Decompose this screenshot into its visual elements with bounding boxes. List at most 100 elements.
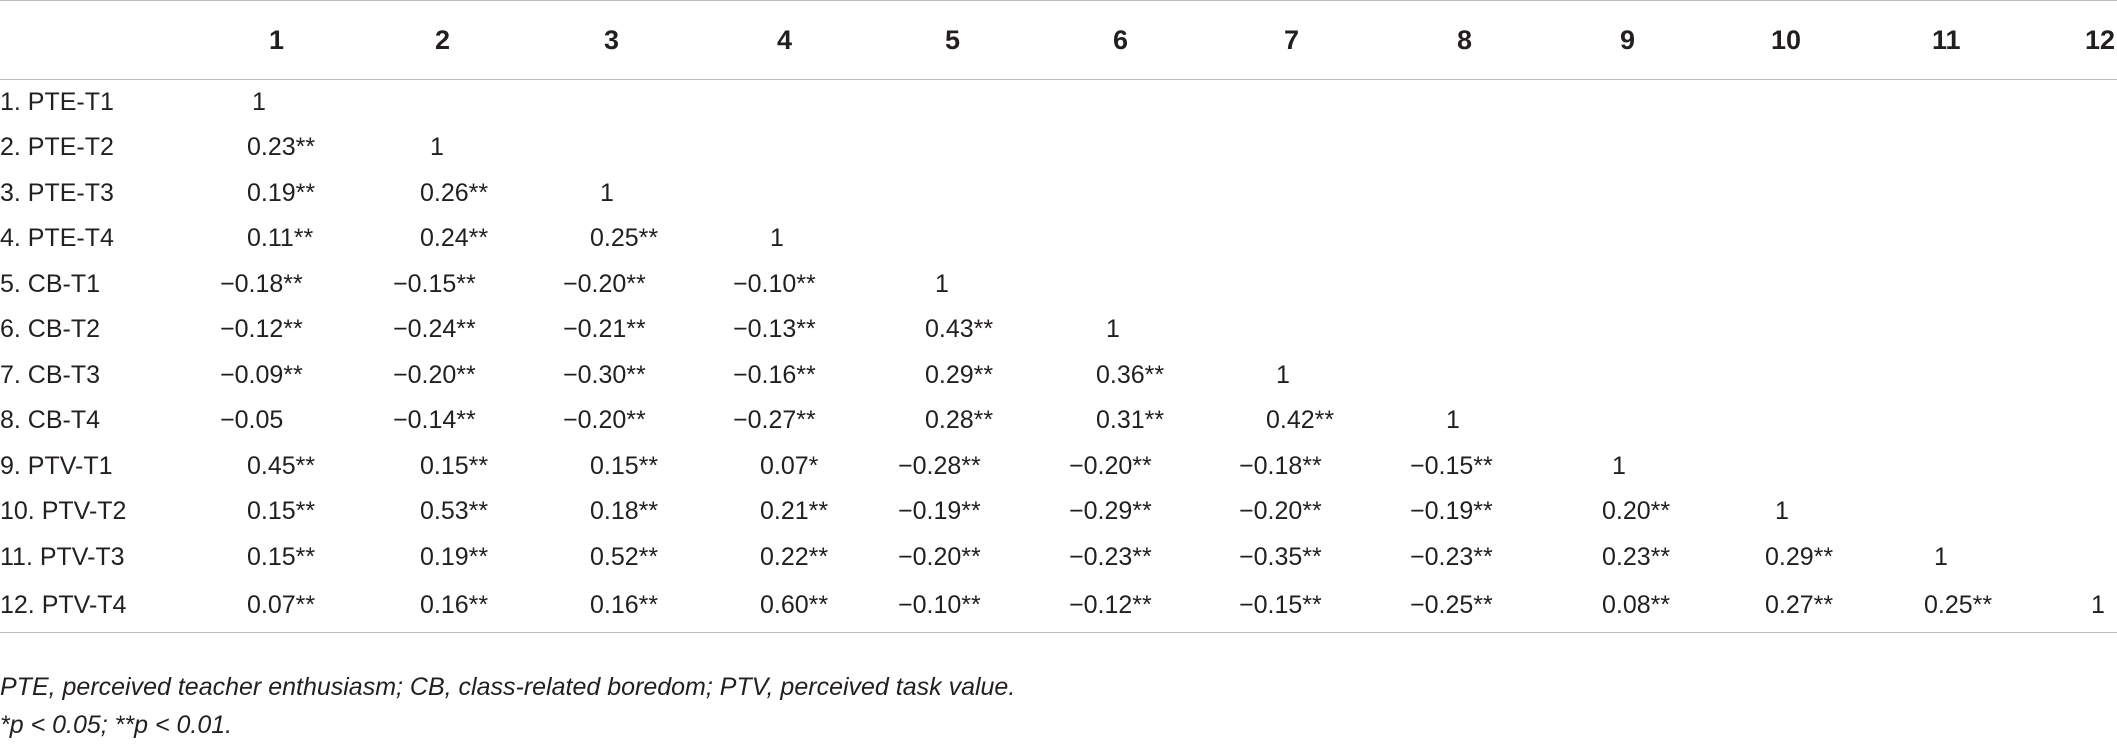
table-cell: −0.27** bbox=[733, 406, 816, 435]
row-label: 2. PTE-T2 bbox=[0, 133, 114, 162]
table-cell: −0.20** bbox=[563, 269, 646, 298]
table-cell bbox=[1239, 216, 1410, 262]
table-cell: 0.42** bbox=[1266, 406, 1335, 435]
table-cell bbox=[728, 80, 898, 126]
table-cell: −0.30** bbox=[563, 360, 646, 389]
column-header-10: 10 bbox=[1740, 0, 1902, 80]
table-cell: 0.23** bbox=[247, 133, 316, 162]
table-cell: 0.18** bbox=[590, 497, 659, 526]
table-row: 2. PTE-T2 0.23** 1 bbox=[0, 125, 2117, 171]
table-cell bbox=[1740, 216, 1902, 262]
table-cell: −0.20** bbox=[898, 542, 981, 571]
table-cell bbox=[1068, 80, 1239, 126]
table-row: 7. CB-T3 −0.09** −0.20** −0.30** −0.16** 0.29… bbox=[0, 353, 2117, 399]
table-cell bbox=[1068, 125, 1239, 171]
row-label: 10. PTV-T2 bbox=[0, 497, 127, 526]
table-cell bbox=[2063, 262, 2117, 308]
table-cell: 1 bbox=[430, 133, 444, 162]
column-header-5: 5 bbox=[898, 0, 1068, 80]
table-cell: 0.52** bbox=[590, 542, 659, 571]
table-cell bbox=[1740, 353, 1902, 399]
table-cell bbox=[2063, 444, 2117, 490]
table-cell bbox=[1410, 262, 1577, 308]
table-cell: −0.25** bbox=[1410, 580, 1577, 633]
table-cell: 1 bbox=[252, 88, 266, 116]
table-cell bbox=[2063, 398, 2117, 444]
table-cell bbox=[1239, 262, 1410, 308]
table-cell: 0.15** bbox=[247, 497, 316, 526]
table-cell: 1 bbox=[1775, 497, 1789, 526]
column-header-9: 9 bbox=[1577, 0, 1740, 80]
table-cell: −0.13** bbox=[733, 315, 816, 344]
table-cell: 0.19** bbox=[247, 178, 316, 207]
table-cell: 0.07* bbox=[760, 451, 819, 480]
table-cell bbox=[2063, 535, 2117, 581]
table-cell: 0.60** bbox=[728, 580, 898, 633]
table-cell bbox=[1902, 125, 2063, 171]
table-cell bbox=[1740, 398, 1902, 444]
table-cell bbox=[1410, 125, 1577, 171]
table-cell: −0.18** bbox=[1239, 451, 1322, 480]
table-cell bbox=[388, 80, 557, 126]
table-cell: 0.27** bbox=[1740, 580, 1902, 633]
table-cell bbox=[1902, 216, 2063, 262]
table-cell bbox=[1740, 125, 1902, 171]
table-cell: 0.53** bbox=[420, 497, 489, 526]
table-cell: 1 bbox=[935, 269, 949, 298]
table-cell: −0.19** bbox=[1410, 497, 1493, 526]
table-cell: −0.12** bbox=[1068, 580, 1239, 633]
table-cell bbox=[2063, 125, 2117, 171]
table-cell: −0.05 bbox=[220, 406, 284, 435]
table-cell: 0.36** bbox=[1096, 360, 1165, 389]
table-cell: 0.21** bbox=[760, 497, 829, 526]
table-cell bbox=[557, 125, 728, 171]
table-row: 8. CB-T4 −0.05 −0.14** −0.20** −0.27** 0.28**… bbox=[0, 398, 2117, 444]
table-cell: −0.24** bbox=[393, 315, 476, 344]
table-cell bbox=[1068, 171, 1239, 217]
header-row: 1 2 3 4 5 6 7 8 9 10 11 12 bbox=[0, 0, 2117, 80]
row-label: 3. PTE-T3 bbox=[0, 178, 114, 207]
table-cell: 0.07** bbox=[220, 580, 388, 633]
table-cell bbox=[1577, 398, 1740, 444]
table-cell bbox=[1410, 307, 1577, 353]
row-label: 11. PTV-T3 bbox=[0, 542, 125, 571]
table-cell: −0.20** bbox=[563, 406, 646, 435]
table-cell: −0.15** bbox=[1410, 451, 1493, 480]
table-cell: 0.25** bbox=[1902, 580, 2063, 633]
table-cell bbox=[898, 125, 1068, 171]
table-cell: −0.12** bbox=[220, 315, 303, 344]
table-body: 1. PTE-T1 1 2. PTE-T2 0.23** 1 3. PTE-T3 0.19*… bbox=[0, 80, 2117, 633]
table-cell: −0.21** bbox=[563, 315, 646, 344]
table-cell bbox=[1068, 262, 1239, 308]
table-cell: 1 bbox=[2063, 580, 2117, 633]
table-cell: −0.16** bbox=[733, 360, 816, 389]
table-cell bbox=[1577, 171, 1740, 217]
table-cell bbox=[1740, 444, 1902, 490]
table-cell: 0.19** bbox=[420, 542, 489, 571]
table-cell: −0.35** bbox=[1239, 542, 1322, 571]
table-cell: 0.15** bbox=[590, 451, 659, 480]
column-header-12: 12 bbox=[2063, 0, 2117, 80]
table-cell: −0.10** bbox=[898, 580, 1068, 633]
table-cell bbox=[1239, 125, 1410, 171]
table-cell: 1 bbox=[1276, 360, 1290, 389]
table-row: 10. PTV-T2 0.15** 0.53** 0.18** 0.21** −0.19*… bbox=[0, 489, 2117, 535]
table-cell: −0.10** bbox=[733, 269, 816, 298]
table-cell bbox=[1068, 216, 1239, 262]
table-cell bbox=[1740, 262, 1902, 308]
table-cell bbox=[1740, 171, 1902, 217]
table-cell bbox=[1410, 353, 1577, 399]
table-cell: −0.29** bbox=[1069, 497, 1152, 526]
table-cell: 0.29** bbox=[925, 360, 994, 389]
table-cell: −0.23** bbox=[1410, 542, 1493, 571]
table-row: 1. PTE-T1 1 bbox=[0, 80, 2117, 126]
table-cell bbox=[1410, 80, 1577, 126]
table-cell: 0.08** bbox=[1577, 580, 1740, 633]
table-cell bbox=[1902, 262, 2063, 308]
table-cell: 0.23** bbox=[1602, 542, 1671, 571]
correlation-table: 1 2 3 4 5 6 7 8 9 10 11 12 1. PTE-T1 1 2. PTE-T2 0.23*… bbox=[0, 0, 2117, 633]
table-row: 3. PTE-T3 0.19** 0.26** 1 bbox=[0, 171, 2117, 217]
table-cell: −0.14** bbox=[393, 406, 476, 435]
table-cell: −0.20** bbox=[393, 360, 476, 389]
table-cell: 0.20** bbox=[1602, 497, 1671, 526]
